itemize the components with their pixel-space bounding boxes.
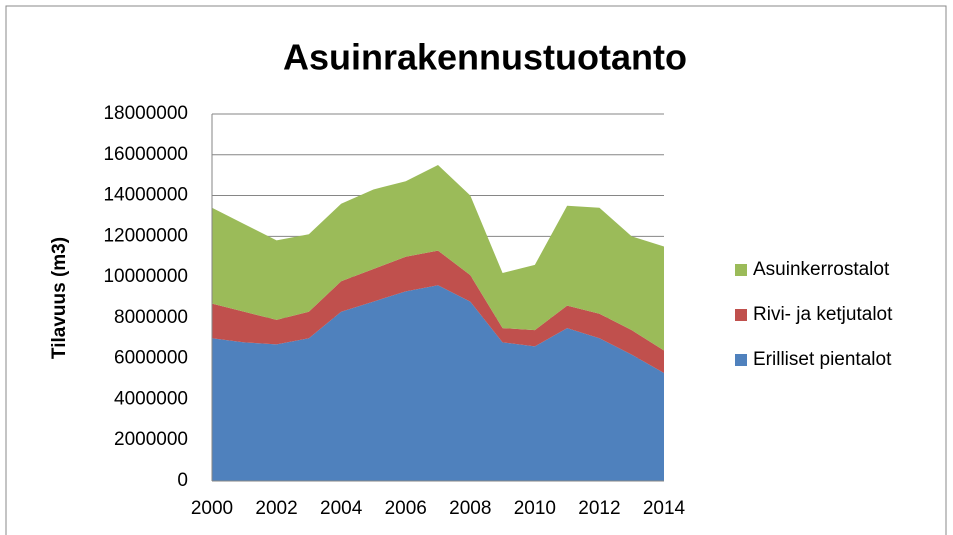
y-tick-label: 2000000 [114, 429, 188, 450]
legend-label: Rivi- ja ketjutalot [753, 304, 893, 325]
y-axis-label: Tilavuus (m3) [49, 237, 70, 359]
y-tick-label: 12000000 [103, 225, 188, 246]
y-tick-label: 14000000 [103, 185, 188, 206]
legend-swatch [735, 264, 747, 276]
x-tick-label: 2014 [643, 498, 686, 519]
y-tick-label: 4000000 [114, 388, 188, 409]
x-tick-label: 2008 [449, 498, 491, 519]
x-tick-label: 2010 [514, 498, 556, 519]
legend-label: Erilliset pientalot [753, 349, 892, 370]
area [212, 164, 664, 351]
y-tick-label: 10000000 [103, 266, 188, 287]
legend-label: Asuinkerrostalot [753, 259, 890, 280]
y-tick-label: 16000000 [103, 144, 188, 165]
y-tick-label: 18000000 [103, 103, 188, 124]
legend-swatch [735, 309, 747, 321]
x-tick-label: 2012 [578, 498, 620, 519]
x-tick-label: 2006 [385, 498, 427, 519]
y-tick-label: 0 [177, 470, 188, 491]
y-tick-label: 8000000 [114, 307, 188, 328]
x-tick-label: 2000 [191, 498, 233, 519]
area [212, 250, 664, 373]
x-tick-label: 2002 [255, 498, 297, 519]
chart-title: Asuinrakennustuotanto [283, 37, 687, 78]
y-tick-label: 6000000 [114, 348, 188, 369]
legend-swatch [735, 354, 747, 366]
area [212, 285, 664, 481]
x-tick-label: 2004 [320, 498, 363, 519]
